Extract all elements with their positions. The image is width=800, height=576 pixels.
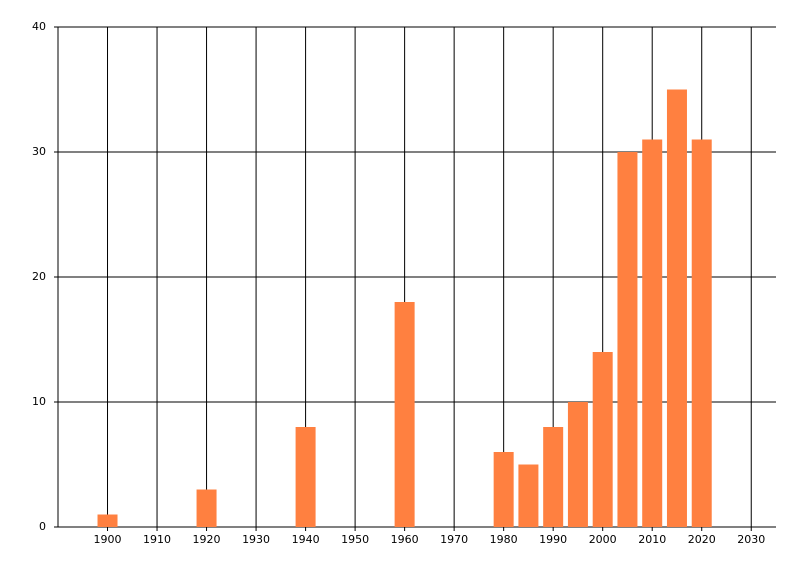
bar <box>196 489 217 527</box>
bar <box>493 452 514 527</box>
bar <box>567 402 588 527</box>
x-tick-label: 2030 <box>737 533 765 546</box>
x-tick-label: 1950 <box>341 533 369 546</box>
bar <box>642 139 663 527</box>
x-tick-label: 2000 <box>589 533 617 546</box>
bar <box>295 427 316 527</box>
y-tick-label: 10 <box>32 395 46 408</box>
x-tick-label: 1940 <box>292 533 320 546</box>
bar <box>666 89 687 527</box>
x-tick-label: 1900 <box>94 533 122 546</box>
y-tick-label: 0 <box>39 520 46 533</box>
x-tick-label: 1990 <box>539 533 567 546</box>
bar <box>97 514 118 527</box>
y-tick-label: 30 <box>32 145 46 158</box>
x-tick-label: 1920 <box>193 533 221 546</box>
x-tick-label: 2020 <box>688 533 716 546</box>
bar <box>691 139 712 527</box>
bar <box>543 427 564 527</box>
x-tick-label: 1960 <box>391 533 419 546</box>
x-tick-label: 1910 <box>143 533 171 546</box>
y-tick-label: 40 <box>32 20 46 33</box>
x-tick-label: 1980 <box>490 533 518 546</box>
x-tick-label: 1970 <box>440 533 468 546</box>
bar <box>518 464 539 527</box>
bar <box>394 302 415 527</box>
bar <box>592 352 613 527</box>
bar <box>617 152 638 527</box>
x-tick-label: 1930 <box>242 533 270 546</box>
y-tick-label: 20 <box>32 270 46 283</box>
x-tick-label: 2010 <box>638 533 666 546</box>
